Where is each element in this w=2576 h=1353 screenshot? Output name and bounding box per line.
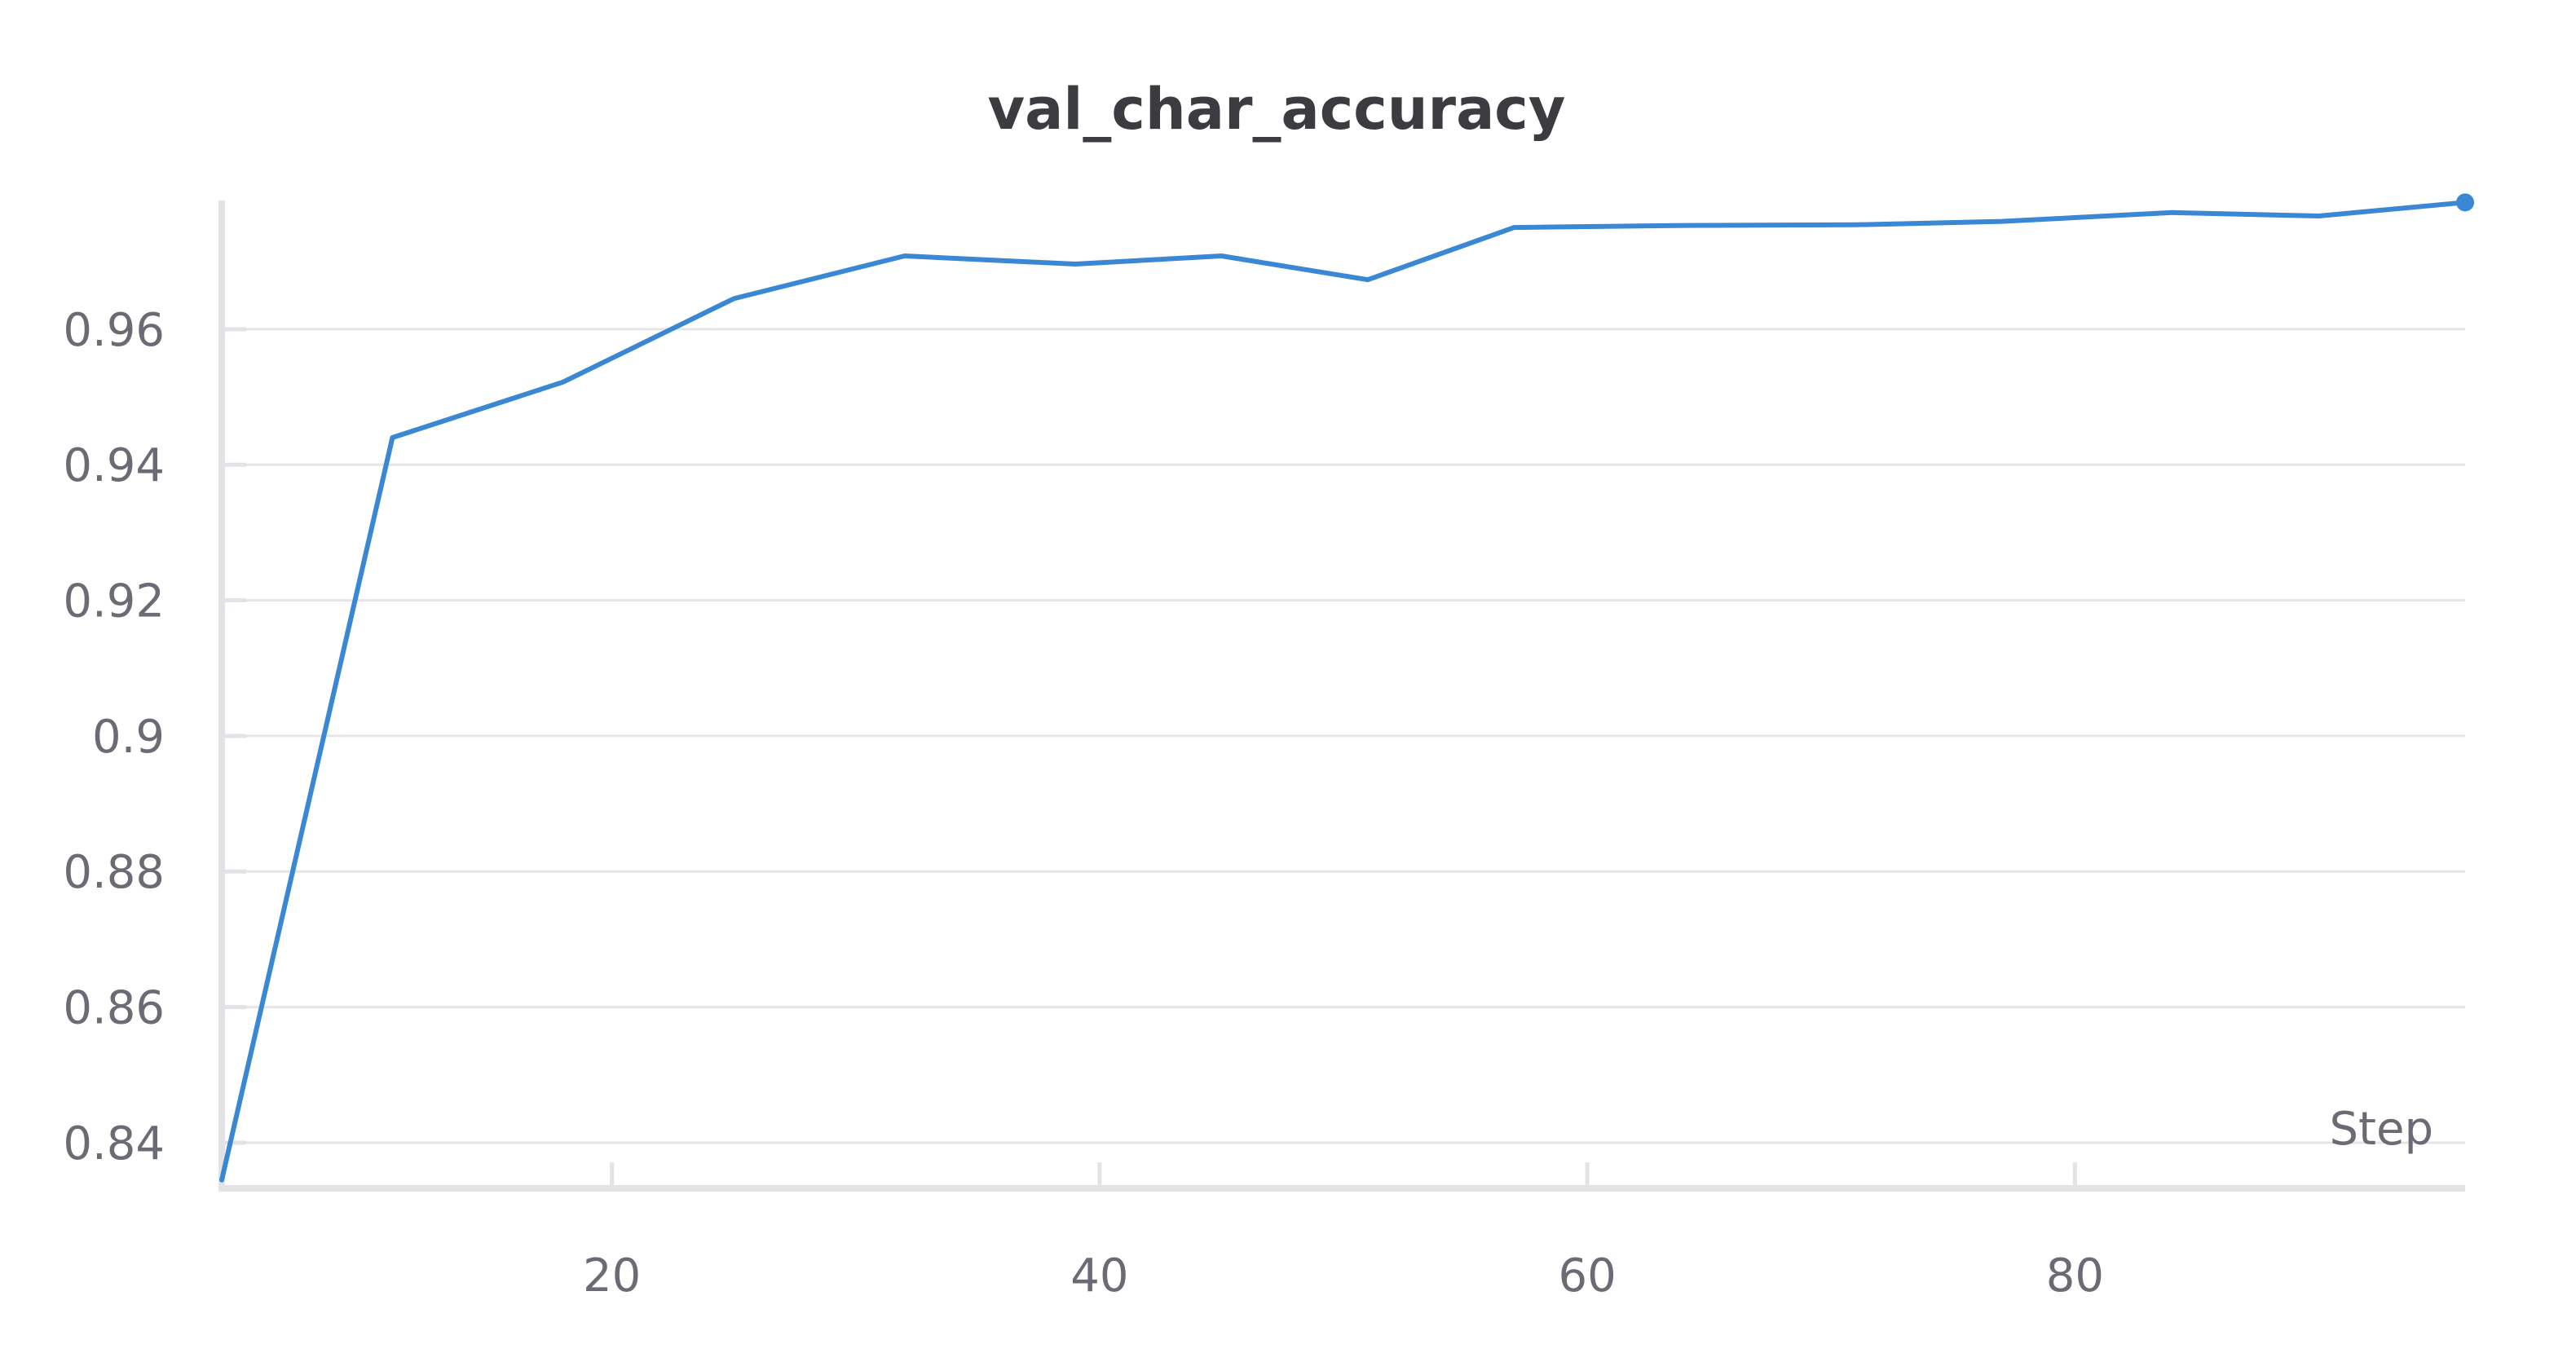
y-tick-label: 0.88 (63, 846, 165, 899)
y-tick-label: 0.86 (63, 982, 165, 1035)
y-tick-label: 0.94 (63, 439, 165, 492)
x-tick-label: 80 (2046, 1249, 2104, 1302)
axes (218, 201, 2465, 1192)
x-tick-label: 40 (1070, 1249, 1128, 1302)
y-tick-label: 0.84 (63, 1117, 165, 1170)
tick-labels: 0.84 0.86 0.88 0.9 0.92 0.94 0.96 20 40 60 80 (63, 304, 2104, 1302)
data-point (2456, 193, 2474, 212)
gridlines (222, 328, 2465, 1144)
chart-title: val_char_accuracy (988, 76, 1566, 143)
series (219, 193, 2474, 1183)
x-tick-label: 60 (1558, 1249, 1616, 1302)
y-tick-label: 0.92 (63, 575, 165, 628)
y-tick-label: 0.9 (92, 711, 165, 764)
y-tick-label: 0.96 (63, 304, 165, 357)
x-tick-label: 20 (583, 1249, 641, 1302)
series-line (219, 200, 2468, 1183)
x-axis-title: Step (2329, 1103, 2433, 1156)
